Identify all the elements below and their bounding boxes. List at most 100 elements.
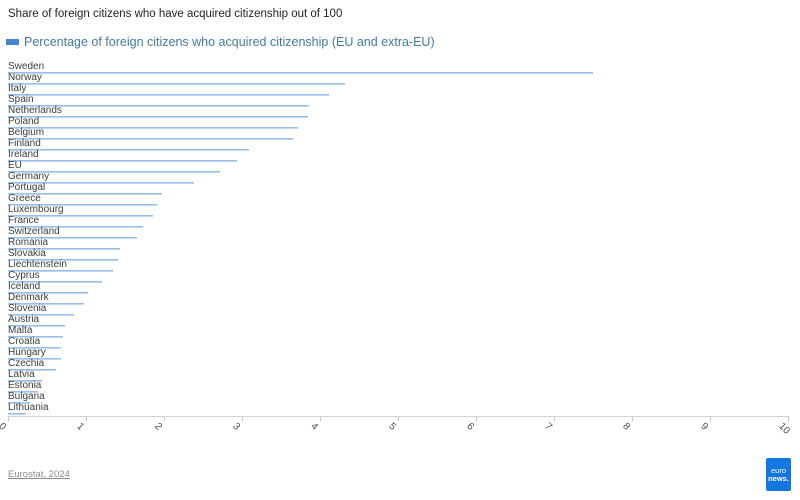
bar[interactable]	[8, 303, 85, 305]
x-axis-tick-label: 3	[230, 421, 242, 433]
chart-row: Luxembourg	[8, 205, 792, 217]
bar[interactable]	[8, 358, 62, 360]
bar[interactable]	[8, 116, 308, 118]
chart-row: Iceland	[8, 282, 792, 294]
country-label: Czechia	[8, 358, 45, 369]
chart-row: Slovenia	[8, 303, 792, 316]
country-label: Lithuania	[8, 402, 49, 413]
bar[interactable]	[8, 248, 121, 250]
chart-row: Latvia	[8, 369, 792, 382]
chart-title: Share of foreign citizens who have acqui…	[8, 8, 343, 20]
bar[interactable]	[8, 160, 237, 162]
country-label: Ireland	[8, 149, 39, 160]
chart-row: Germany	[8, 172, 792, 184]
bar[interactable]	[8, 270, 113, 272]
bar[interactable]	[8, 380, 43, 382]
bar[interactable]	[8, 281, 103, 283]
x-axis-tick	[242, 416, 243, 421]
bar[interactable]	[8, 336, 63, 338]
bar[interactable]	[8, 391, 37, 393]
legend-label: Percentage of foreign citizens who acqui…	[24, 35, 435, 49]
x-axis-tick-label: 4	[308, 421, 320, 433]
bar[interactable]	[8, 226, 143, 228]
bar[interactable]	[8, 402, 30, 404]
chart-row: Finland	[8, 139, 792, 151]
x-axis-tick	[320, 416, 321, 421]
chart-row: Ireland	[8, 149, 792, 162]
x-axis-tick-label: 1	[74, 421, 86, 433]
country-label: Romania	[8, 237, 49, 248]
chart-row: Poland	[8, 116, 792, 129]
bar[interactable]	[8, 138, 294, 140]
x-axis-tick-label: 10	[776, 421, 792, 437]
logo-line1: euro	[770, 465, 786, 475]
bar[interactable]	[8, 94, 330, 96]
bar[interactable]	[8, 171, 221, 173]
chart-row: Cyprus	[8, 271, 792, 283]
x-axis-tick-label: 6	[464, 421, 476, 433]
bar[interactable]	[8, 215, 154, 217]
country-label: Slovenia	[8, 303, 47, 314]
bar[interactable]	[8, 127, 299, 129]
country-label: Italy	[8, 83, 27, 94]
country-label: Switzerland	[8, 226, 60, 237]
legend: Percentage of foreign citizens who acqui…	[6, 35, 435, 49]
country-label: Austria	[8, 314, 40, 325]
country-label: EU	[8, 160, 22, 171]
chart-row: Liechtenstein	[8, 260, 792, 272]
chart-row: Italy	[8, 83, 792, 96]
x-axis-tick-label: 2	[152, 421, 164, 433]
x-axis-tick	[632, 416, 633, 421]
chart-row: Greece	[8, 194, 792, 206]
x-axis-tick	[788, 416, 789, 421]
chart-row: Netherlands	[8, 105, 792, 118]
bar[interactable]	[8, 369, 57, 371]
x-axis-tick	[476, 416, 477, 421]
bar[interactable]	[8, 83, 345, 85]
logo-line2: news.	[768, 473, 789, 483]
country-label: Netherlands	[8, 105, 62, 116]
country-label: Denmark	[8, 292, 49, 303]
bar[interactable]	[8, 72, 593, 74]
country-label: Slovakia	[8, 248, 46, 259]
bar[interactable]	[8, 259, 118, 261]
bar[interactable]	[8, 314, 74, 316]
country-label: Latvia	[8, 369, 35, 380]
chart-row: Slovakia	[8, 248, 792, 261]
x-axis-tick-label: 5	[386, 421, 398, 433]
bar[interactable]	[8, 237, 138, 239]
country-label: Sweden	[8, 61, 45, 72]
bar[interactable]	[8, 182, 194, 184]
bar[interactable]	[8, 149, 250, 151]
chart-row: Spain	[8, 94, 792, 107]
country-label: Croatia	[8, 336, 41, 347]
chart-row: Belgium	[8, 128, 792, 140]
bar[interactable]	[8, 413, 26, 415]
bar[interactable]	[8, 292, 88, 294]
x-axis-tick	[86, 416, 87, 421]
chart-row: Sweden	[8, 61, 792, 74]
x-axis-tick-label: 7	[542, 421, 554, 433]
chart-row: Romania	[8, 237, 792, 250]
country-label: Spain	[8, 94, 34, 105]
chart-row: Malta	[8, 326, 792, 338]
x-axis-tick-label: 0	[0, 421, 8, 433]
country-label: Hungary	[8, 347, 46, 358]
bar[interactable]	[8, 204, 157, 206]
bar-chart: Sweden Norway Italy Spain Netherlands Poland B…	[8, 61, 792, 415]
bar[interactable]	[8, 105, 310, 107]
bar[interactable]	[8, 193, 162, 195]
x-axis-tick	[398, 416, 399, 421]
country-label: Poland	[8, 116, 40, 127]
chart-row: Switzerland	[8, 226, 792, 239]
chart-row: France	[8, 215, 792, 228]
chart-row: Lithuania	[8, 402, 792, 415]
legend-swatch-icon	[6, 39, 19, 45]
x-axis-tick	[554, 416, 555, 421]
chart-row: Portugal	[8, 183, 792, 195]
bar[interactable]	[8, 325, 65, 327]
source-link[interactable]: Eurostat, 2024	[8, 469, 70, 480]
country-label: France	[8, 215, 40, 226]
bar[interactable]	[8, 347, 62, 349]
